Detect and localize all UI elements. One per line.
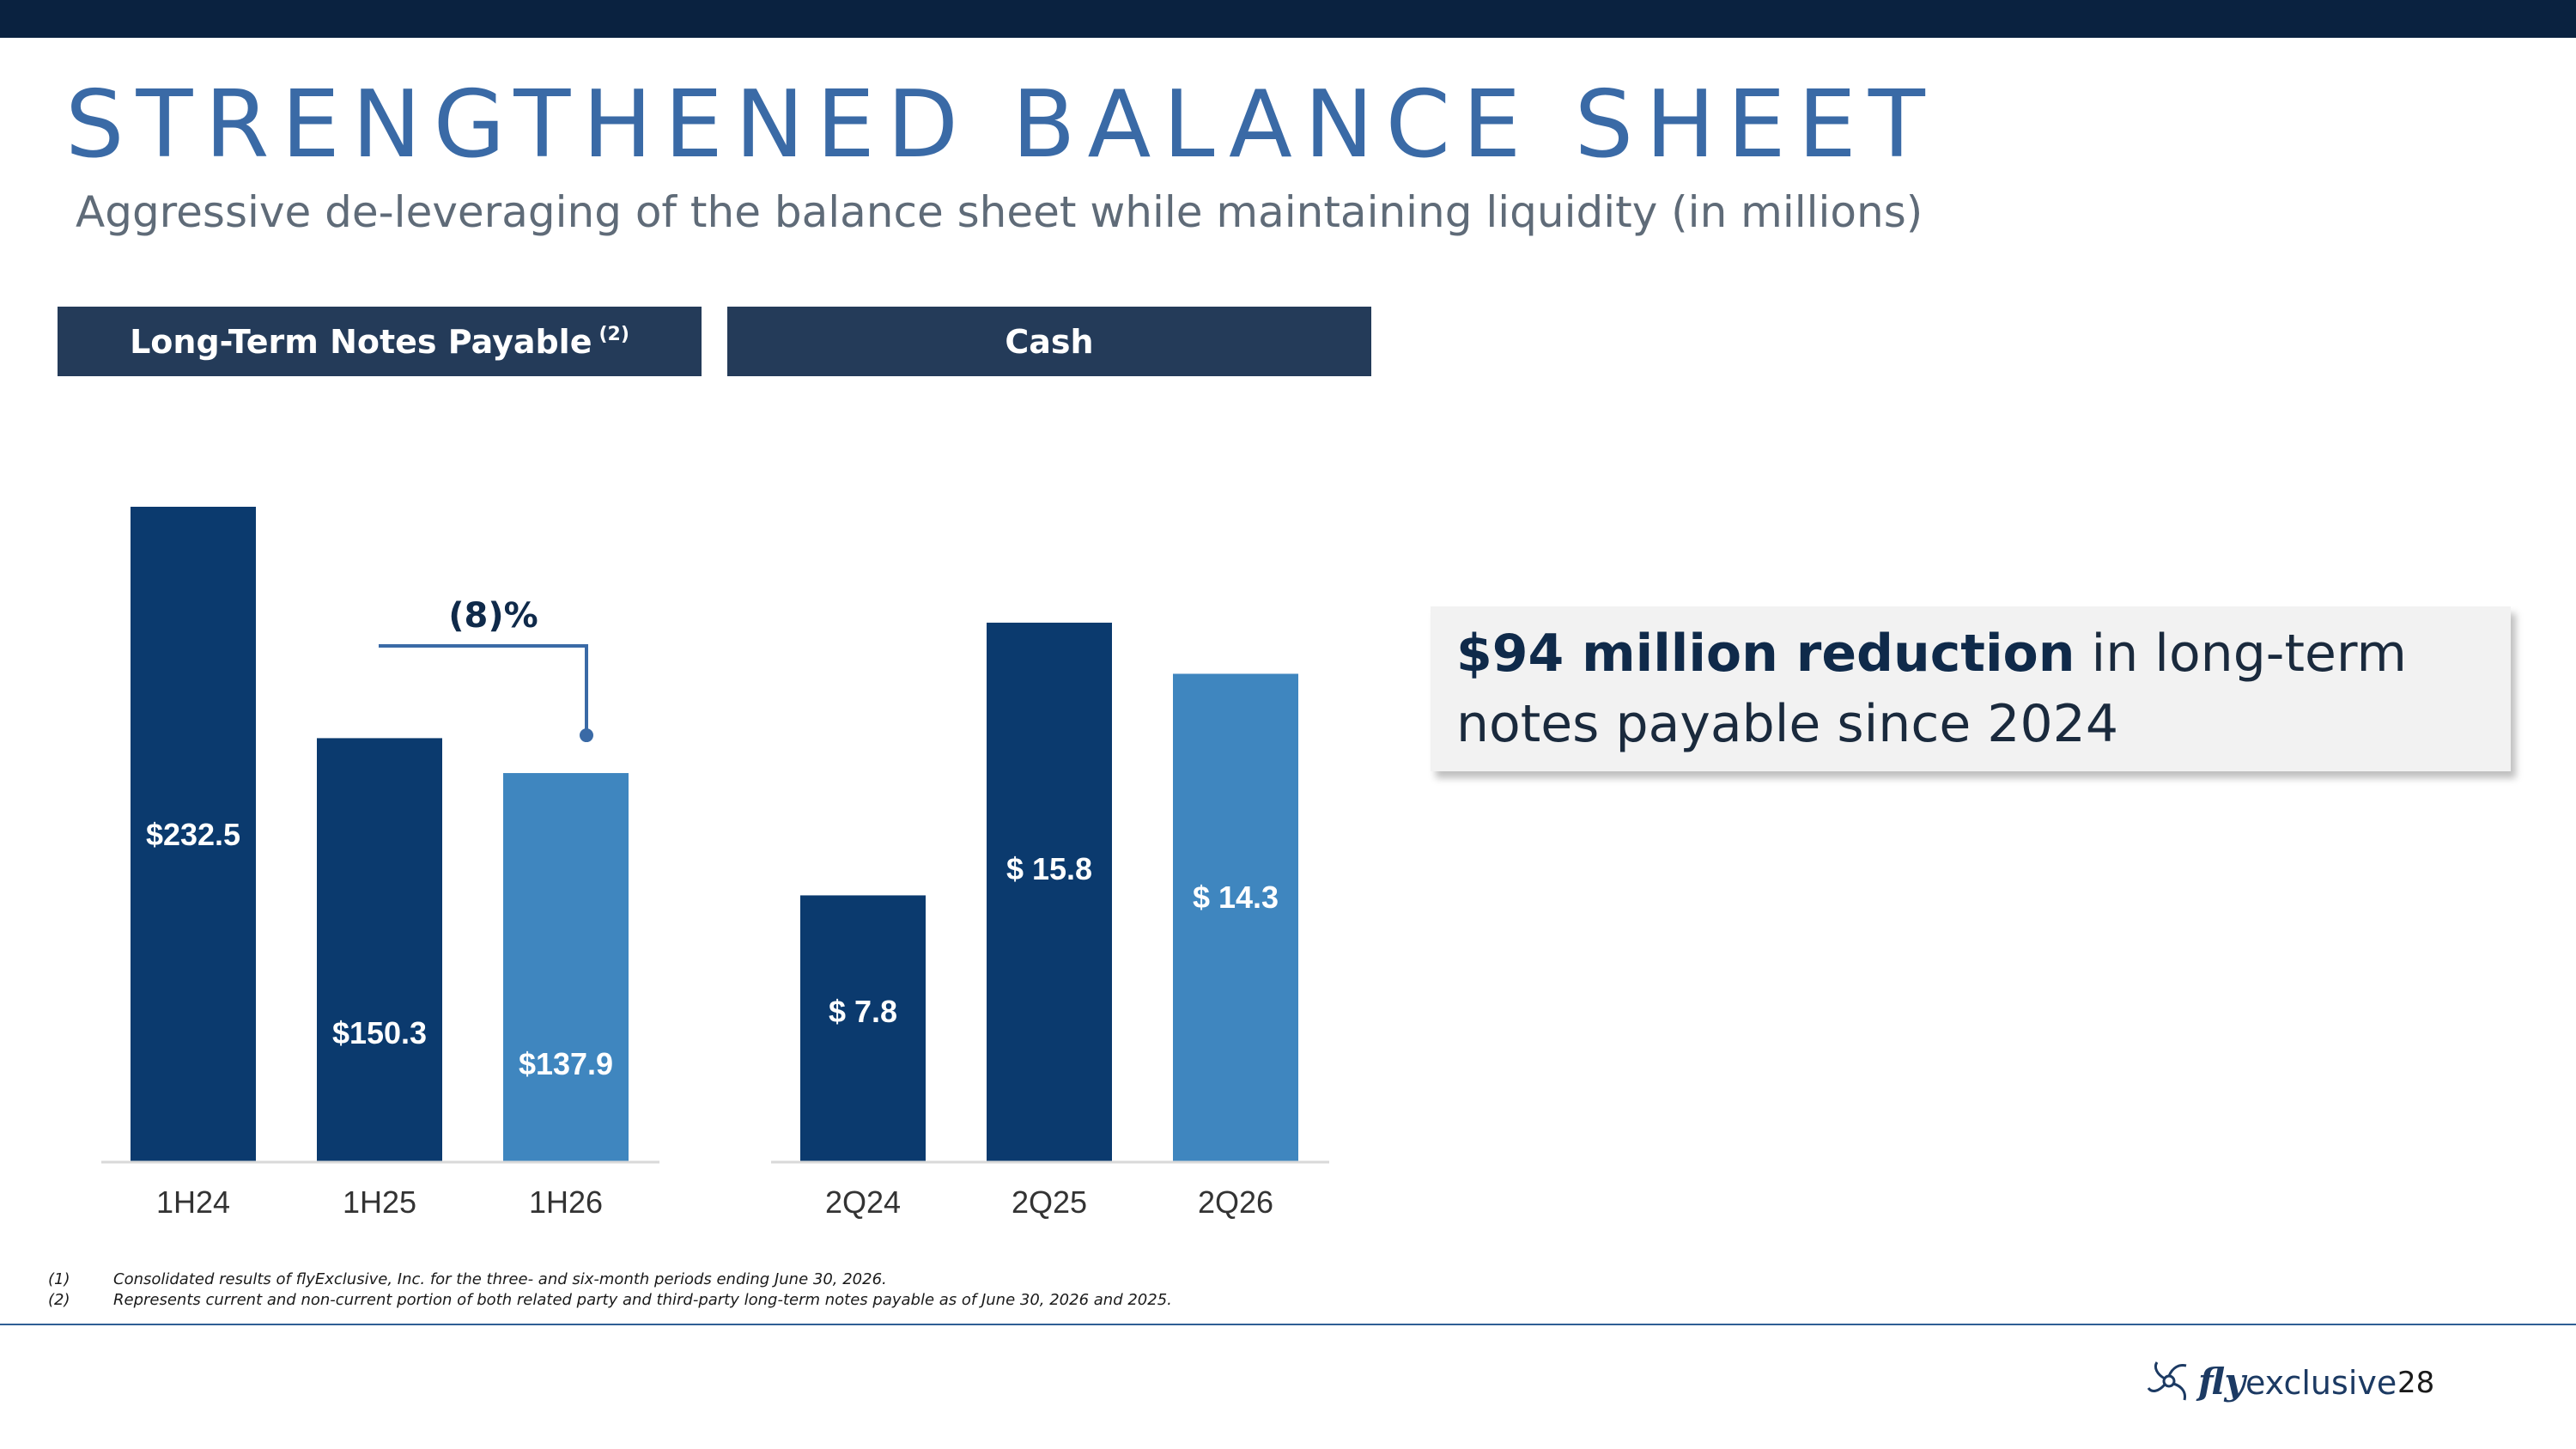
panel-header-notes: Long-Term Notes Payable (2) <box>58 307 702 376</box>
tick-label-2q24: 2Q24 <box>825 1184 901 1220</box>
bar-1h26 <box>503 773 629 1161</box>
bar-2q25 <box>987 622 1112 1161</box>
change-bracket-dot <box>580 728 593 743</box>
top-banner <box>0 0 2576 38</box>
data-label-1h26: $137.9 <box>519 1046 613 1081</box>
data-label-2q26: $ 14.3 <box>1193 880 1279 915</box>
footnote-2-text: Represents current and non-current porti… <box>113 1291 1172 1309</box>
tick-label-1h25: 1H25 <box>343 1184 416 1220</box>
page-subtitle: Aggressive de-leveraging of the balance … <box>76 187 1923 237</box>
callout-text: $94 million reduction in long-term notes… <box>1456 618 2487 759</box>
callout-box: $94 million reduction in long-term notes… <box>1431 606 2511 771</box>
data-label-1h24: $232.5 <box>146 817 240 852</box>
change-annotation: (8)% <box>448 596 538 636</box>
footnotes: (1) Consolidated results of flyExclusive… <box>48 1269 1172 1311</box>
change-bracket <box>379 644 588 736</box>
page-number: 28 <box>2397 1366 2435 1400</box>
panel-header-notes-label: Long-Term Notes Payable <box>130 322 592 361</box>
tick-label-1h24: 1H24 <box>156 1184 230 1220</box>
footnote-2-number: (2) <box>48 1291 70 1309</box>
logo-wordmark: flyexclusive <box>2198 1361 2397 1403</box>
callout-bold: $94 million reduction <box>1456 624 2075 684</box>
footer-rule <box>0 1324 2576 1325</box>
bar-1h25 <box>317 738 442 1161</box>
footnote-1-text: Consolidated results of flyExclusive, In… <box>113 1270 887 1288</box>
data-label-2q25: $ 15.8 <box>1006 851 1092 886</box>
callout-rest: in long-term notes payable since 2024 <box>1456 624 2407 754</box>
panel-header-cash-label: Cash <box>1005 322 1094 361</box>
bar-2q24 <box>800 895 926 1161</box>
data-label-1h25: $150.3 <box>332 1015 427 1050</box>
footnote-1: (1) Consolidated results of flyExclusive… <box>48 1269 1172 1290</box>
bar-2q26 <box>1173 673 1298 1161</box>
page-title: STRENGTHENED BALANCE SHEET <box>65 71 1937 179</box>
panel-header-notes-footnote: (2) <box>598 324 629 345</box>
logo-wordmark-fly: fly <box>2198 1360 2245 1403</box>
company-logo: flyexclusive <box>2147 1359 2397 1403</box>
tick-label-1h26: 1H26 <box>529 1184 603 1220</box>
bar-1h24 <box>131 507 256 1161</box>
footnote-2: (2) Represents current and non-current p… <box>48 1290 1172 1311</box>
propeller-icon <box>2147 1361 2187 1401</box>
tick-label-2q25: 2Q25 <box>1012 1184 1087 1220</box>
data-label-2q24: $ 7.8 <box>829 994 897 1029</box>
tick-label-2q26: 2Q26 <box>1198 1184 1273 1220</box>
logo-wordmark-rest: exclusive <box>2245 1363 2397 1402</box>
footnote-1-number: (1) <box>48 1270 70 1288</box>
panel-header-cash: Cash <box>727 307 1371 376</box>
